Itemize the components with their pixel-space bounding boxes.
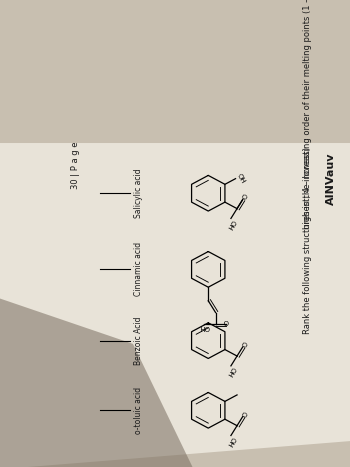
Text: OH: OH [226,219,236,231]
Text: 30 | P a g e: 30 | P a g e [71,142,80,190]
Text: O: O [239,409,247,417]
Polygon shape [0,143,350,467]
Text: O: O [239,192,247,200]
Text: highest; 4 – lowest): highest; 4 – lowest) [303,148,313,229]
Text: Benzoic Acid: Benzoic Acid [134,317,143,365]
Text: O: O [239,340,247,347]
Text: Rank the following structures in the increasing order of their melting points (1: Rank the following structures in the inc… [303,0,313,334]
Text: O: O [223,318,229,324]
Text: OH: OH [226,366,236,378]
Text: OH: OH [199,324,210,330]
Text: OH: OH [226,436,236,448]
Polygon shape [0,298,193,467]
Text: OH: OH [236,172,246,185]
Text: Salicylic acid: Salicylic acid [134,169,143,218]
Text: AINVauv: AINVauv [326,153,336,205]
Text: Cinnamic acid: Cinnamic acid [134,242,143,297]
Text: o-toluic acid: o-toluic acid [134,387,143,434]
